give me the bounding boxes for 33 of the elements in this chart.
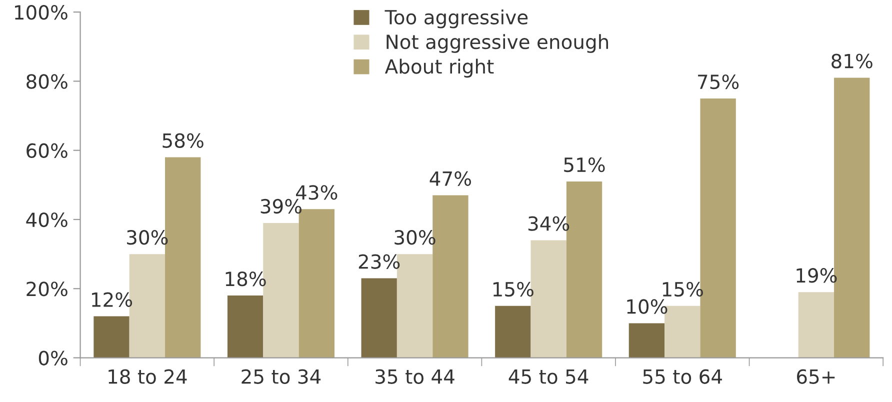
data-label: 47% (430, 171, 471, 186)
data-label: 58% (162, 133, 204, 148)
data-label: 18% (226, 272, 266, 286)
x-tick-label: 65+ (797, 369, 835, 384)
data-label: 81% (832, 54, 872, 68)
data-label: 12% (92, 292, 132, 307)
legend-label: Not aggressive enough (386, 34, 608, 53)
x-tick-label: 45 to 54 (508, 369, 588, 384)
bar (798, 292, 834, 358)
x-tick-label: 18 to 24 (108, 369, 187, 384)
data-label: 39% (260, 198, 302, 214)
y-tick-label: 80% (26, 74, 68, 89)
legend-label: About right (384, 58, 494, 78)
x-tick-label: 55 to 64 (643, 369, 722, 384)
y-tick-label: 100% (15, 5, 68, 20)
y-tick-label: 60% (26, 143, 68, 158)
bar (94, 316, 130, 358)
bar (361, 278, 397, 358)
x-tick-label: 25 to 34 (242, 369, 321, 384)
x-tick-label: 35 to 44 (376, 369, 454, 384)
data-label: 75% (698, 74, 739, 90)
data-label: 10% (627, 299, 668, 314)
data-label: 51% (564, 157, 605, 172)
legend-label: Too aggressive (384, 9, 528, 28)
bar (495, 306, 531, 358)
y-tick-label: 0% (38, 350, 68, 366)
data-label: 23% (358, 254, 400, 269)
y-tick-label: 20% (26, 282, 68, 296)
bar (628, 323, 665, 358)
y-tick-label: 40% (26, 212, 68, 228)
bar (227, 296, 264, 358)
data-label: 15% (493, 282, 534, 297)
data-label: 43% (296, 185, 338, 200)
